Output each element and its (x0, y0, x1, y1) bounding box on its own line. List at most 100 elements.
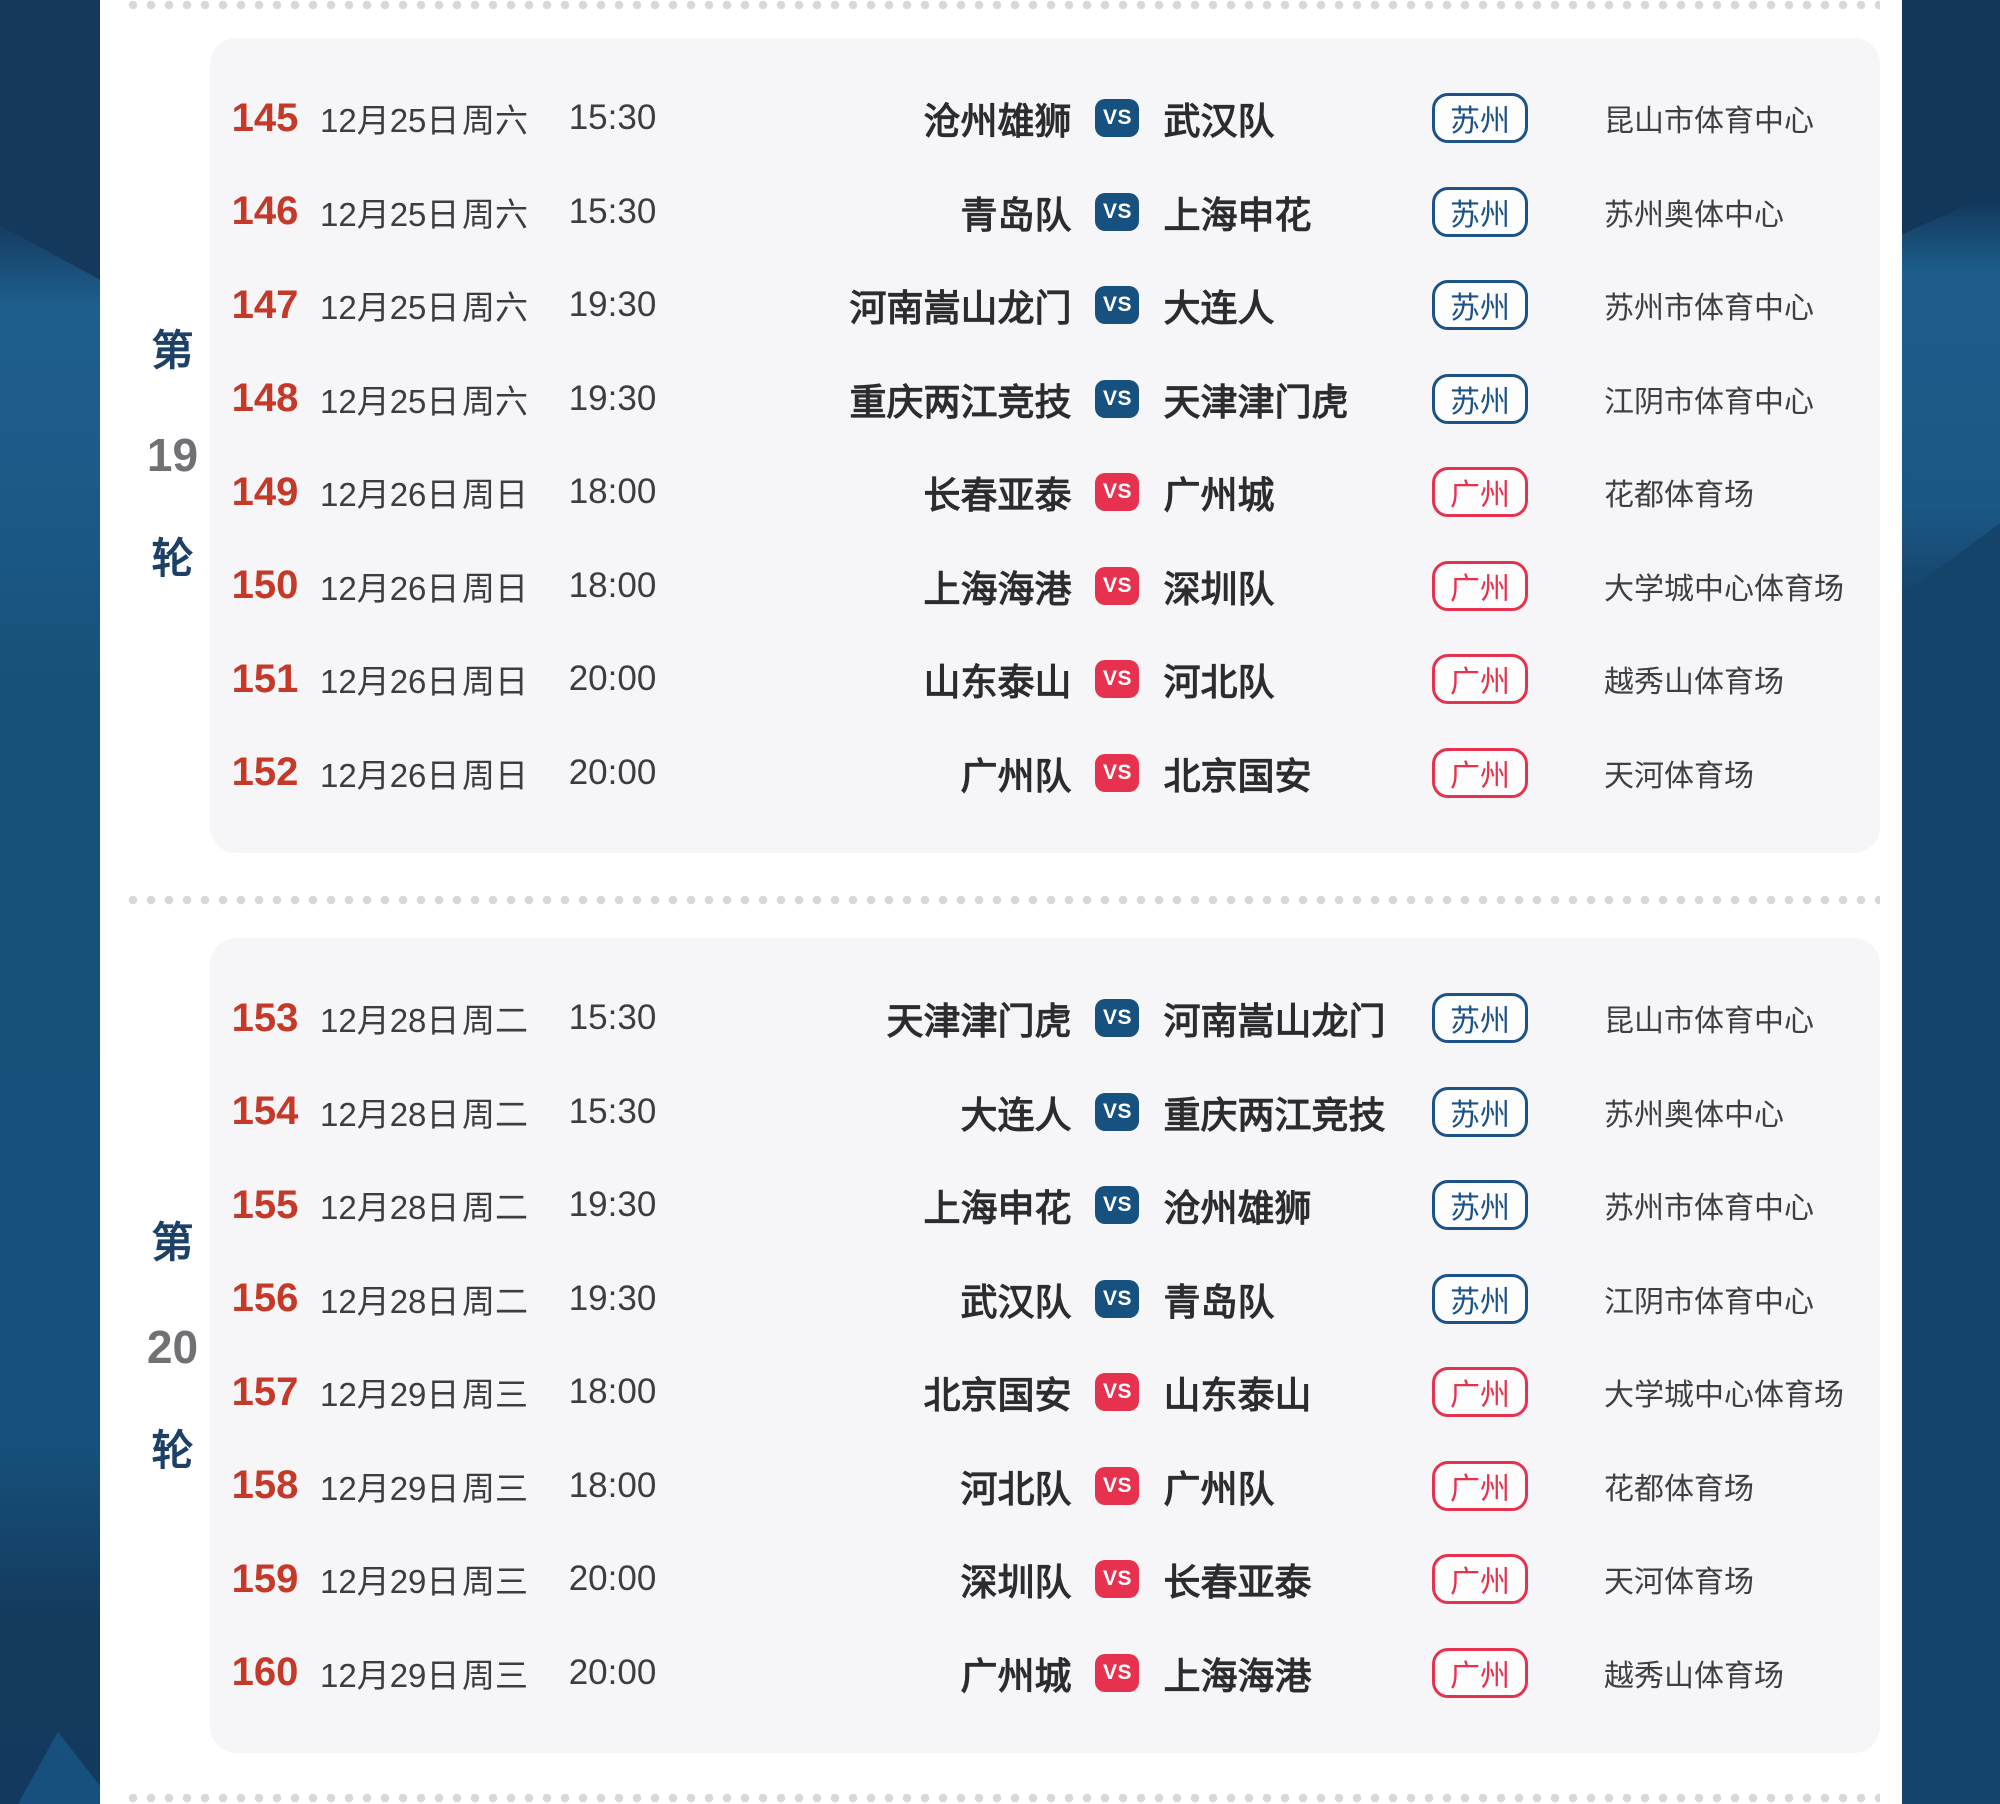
match-row: 151 12月26日 周日 20:00 山东泰山 VS 河北队 广州 越秀山体育… (210, 652, 1880, 706)
match-row: 147 12月25日 周六 19:30 河南嵩山龙门 VS 大连人 苏州 苏州市… (210, 278, 1880, 332)
away-team: 青岛队 (1163, 1281, 1275, 1323)
match-weekday: 周二 (462, 1189, 528, 1227)
city-badge: 广州 (1432, 1647, 1528, 1698)
right-decorative-band (1902, 0, 2000, 1804)
city-cell: 苏州 (1400, 1086, 1560, 1137)
match-number: 156 (231, 1276, 299, 1321)
match-date: 12月29日 (320, 1376, 460, 1414)
away-team: 广州队 (1163, 1468, 1275, 1510)
vs-cell: VS (1089, 1092, 1145, 1131)
round-label-number: 20 (146, 1321, 199, 1373)
away-team: 广州城 (1163, 475, 1275, 517)
home-team: 长春亚泰 (923, 475, 1072, 517)
match-time: 19:30 (568, 285, 657, 325)
match-weekday: 周三 (462, 1563, 528, 1601)
vs-badge: VS (1095, 1560, 1140, 1599)
vs-cell: VS (1089, 473, 1145, 512)
round-20-rows: 153 12月28日 周二 15:30 天津津门虎 VS 河南嵩山龙门 苏州 昆… (210, 938, 1880, 1753)
match-number: 155 (231, 1182, 299, 1227)
city-badge: 苏州 (1432, 1086, 1528, 1137)
vs-cell: VS (1089, 379, 1145, 418)
match-row: 145 12月25日 周六 15:30 沧州雄狮 VS 武汉队 苏州 昆山市体育… (210, 91, 1880, 145)
venue: 花都体育场 (1604, 1472, 1754, 1506)
venue: 大学城中心体育场 (1604, 572, 1844, 606)
match-time: 20:00 (568, 659, 657, 699)
round-20-card: 153 12月28日 周二 15:30 天津津门虎 VS 河南嵩山龙门 苏州 昆… (210, 938, 1880, 1753)
city-cell: 苏州 (1400, 93, 1560, 144)
round-label-suffix: 轮 (151, 535, 194, 582)
venue: 苏州市体育中心 (1604, 292, 1814, 326)
match-date: 12月28日 (320, 1282, 460, 1320)
city-cell: 苏州 (1400, 186, 1560, 237)
match-weekday: 周三 (462, 1469, 528, 1507)
city-cell: 苏州 (1400, 280, 1560, 331)
city-cell: 广州 (1400, 747, 1560, 798)
city-cell: 广州 (1400, 1554, 1560, 1605)
city-cell: 广州 (1400, 1647, 1560, 1698)
vs-cell: VS (1089, 1466, 1145, 1505)
away-team: 重庆两江竞技 (1163, 1094, 1386, 1136)
match-time: 18:00 (568, 1465, 657, 1505)
vs-badge: VS (1095, 1092, 1140, 1131)
vs-cell: VS (1089, 192, 1145, 231)
match-row: 158 12月29日 周三 18:00 河北队 VS 广州队 广州 花都体育场 (210, 1459, 1880, 1513)
city-badge: 苏州 (1432, 93, 1528, 144)
city-badge: 苏州 (1432, 993, 1528, 1044)
vs-badge: VS (1095, 379, 1140, 418)
home-team: 重庆两江竞技 (849, 381, 1072, 423)
match-number: 158 (231, 1463, 299, 1508)
vs-cell: VS (1089, 660, 1145, 699)
match-row: 160 12月29日 周三 20:00 广州城 VS 上海海港 广州 越秀山体育… (210, 1646, 1880, 1700)
match-time: 15:30 (568, 98, 657, 138)
vs-badge: VS (1095, 192, 1140, 231)
match-row: 157 12月29日 周三 18:00 北京国安 VS 山东泰山 广州 大学城中… (210, 1365, 1880, 1419)
away-team: 沧州雄狮 (1163, 1188, 1312, 1230)
vs-badge: VS (1095, 1653, 1140, 1692)
vs-cell: VS (1089, 1373, 1145, 1412)
match-row: 153 12月28日 周二 15:30 天津津门虎 VS 河南嵩山龙门 苏州 昆… (210, 991, 1880, 1045)
match-weekday: 周二 (462, 1095, 528, 1133)
city-badge: 苏州 (1432, 280, 1528, 331)
home-team: 沧州雄狮 (923, 101, 1072, 143)
match-time: 20:00 (568, 752, 657, 792)
city-cell: 广州 (1400, 467, 1560, 518)
away-team: 河南嵩山龙门 (1163, 1001, 1386, 1043)
round-label-suffix: 轮 (151, 1427, 194, 1474)
round-label-prefix: 第 (151, 1219, 194, 1266)
city-badge: 苏州 (1432, 1273, 1528, 1324)
away-team: 大连人 (1163, 288, 1275, 330)
vs-cell: VS (1089, 1560, 1145, 1599)
venue: 昆山市体育中心 (1604, 105, 1814, 139)
vs-badge: VS (1095, 660, 1140, 699)
match-time: 15:30 (568, 191, 657, 231)
city-badge: 苏州 (1432, 1180, 1528, 1231)
venue: 苏州奥体中心 (1604, 1098, 1784, 1132)
match-number: 145 (231, 95, 299, 140)
vs-cell: VS (1089, 99, 1145, 138)
match-weekday: 周日 (462, 756, 528, 794)
round-label-prefix: 第 (151, 327, 194, 374)
match-date: 12月25日 (320, 382, 460, 420)
venue: 江阴市体育中心 (1604, 1285, 1814, 1319)
match-weekday: 周日 (462, 663, 528, 701)
city-cell: 广州 (1400, 1367, 1560, 1418)
perforation-middle (128, 895, 1880, 905)
match-row: 154 12月28日 周二 15:30 大连人 VS 重庆两江竞技 苏州 苏州奥… (210, 1085, 1880, 1139)
vs-badge: VS (1095, 1279, 1140, 1318)
match-time: 18:00 (568, 472, 657, 512)
away-team: 北京国安 (1163, 755, 1312, 797)
city-badge: 广州 (1432, 747, 1528, 798)
match-number: 160 (231, 1650, 299, 1694)
vs-badge: VS (1095, 473, 1140, 512)
match-number: 153 (231, 995, 299, 1040)
city-badge: 广州 (1432, 1367, 1528, 1418)
away-team: 河北队 (1163, 662, 1275, 704)
home-team: 上海海港 (923, 568, 1072, 610)
match-time: 15:30 (568, 1091, 657, 1131)
match-date: 12月26日 (320, 569, 460, 607)
vs-cell: VS (1089, 1186, 1145, 1225)
home-team: 河南嵩山龙门 (849, 288, 1072, 330)
match-date: 12月25日 (320, 102, 460, 140)
vs-cell: VS (1089, 286, 1145, 325)
match-time: 19:30 (568, 1278, 657, 1318)
